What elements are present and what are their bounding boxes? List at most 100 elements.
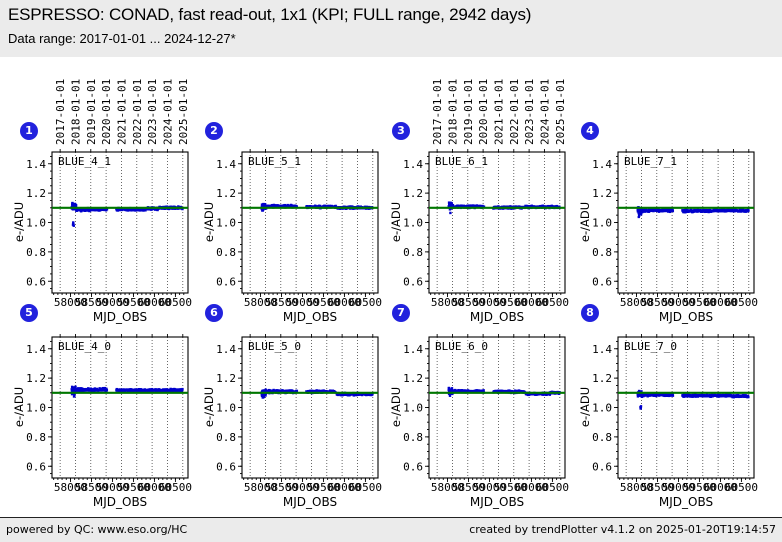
outlier-point [448,394,452,397]
outlier-point [639,407,642,410]
x-tick-label: 60500 [349,481,382,494]
x-tick-label: 60500 [159,481,192,494]
page-header: ESPRESSO: CONAD, fast read-out, 1x1 (KPI… [0,0,782,57]
page-footer: powered by QC: www.eso.org/HC created by… [0,517,782,542]
x-tick-label: 58500 [75,296,108,309]
subplot-6-xlabel: MJD_OBS [282,495,338,509]
x-tick-label: 58500 [265,481,298,494]
top-date-label: 2017-01-01 [54,79,67,145]
y-tick-label: 0.8 [216,431,236,444]
x-tick-label: 58500 [452,296,485,309]
x-tick-label: 58000 [54,296,87,309]
x-tick-label: 60500 [349,296,382,309]
subplot-1-xlabel: MJD_OBS [92,310,148,324]
y-tick-label: 0.8 [592,431,612,444]
y-tick-label: 1.2 [216,187,236,200]
y-tick-label: 0.8 [26,246,46,259]
y-tick-label: 1.0 [26,402,46,415]
y-tick-label: 1.0 [592,402,612,415]
y-tick-label: 1.4 [403,158,423,171]
axis-ticks [425,149,562,297]
outlier-point [637,215,640,219]
x-tick-label: 59000 [286,296,319,309]
axis-ticks [48,334,185,482]
footer-created-by: created by trendPlotter v4.1.2 on 2025-0… [469,523,776,536]
top-date-label: 2018-01-01 [446,79,459,145]
subplot-8-badge: 8 [581,304,599,322]
y-tick-label: 1.2 [26,372,46,385]
top-date-label: 2019-01-01 [462,79,475,145]
subplot-2-xlabel: MJD_OBS [282,310,338,324]
y-tick-label: 1.4 [26,158,46,171]
x-tick-label: 60000 [704,296,737,309]
y-tick-label: 1.0 [216,217,236,230]
x-tick-label: 58000 [620,481,653,494]
x-tick-label: 60000 [515,296,548,309]
outlier-point [262,395,265,398]
subplot-4-ylabel: e-/ADU [578,201,592,243]
y-tick-label: 0.8 [403,431,423,444]
outlier-point [449,211,452,215]
outlier-point [448,202,452,205]
top-date-label: 2020-01-01 [100,79,113,145]
y-tick-label: 0.6 [403,460,423,473]
x-tick-label: 60000 [328,296,361,309]
x-tick-label: 60500 [536,296,569,309]
x-tick-label: 59500 [307,296,340,309]
x-tick-label: 60000 [328,481,361,494]
top-date-label: 2021-01-01 [492,79,505,145]
x-tick-label: 60500 [725,481,758,494]
subplot-1-label: BLUE_4_1 [58,155,111,168]
subplot-3-xlabel: MJD_OBS [469,310,525,324]
y-tick-label: 1.4 [216,158,236,171]
subplot-1-ylabel: e-/ADU [12,201,26,243]
y-tick-label: 0.6 [592,275,612,288]
x-tick-label: 60000 [515,481,548,494]
outlier-point [72,221,75,224]
x-tick-label: 58500 [641,481,674,494]
x-tick-label: 59500 [683,481,716,494]
y-tick-label: 1.2 [403,187,423,200]
x-tick-label: 58500 [452,481,485,494]
axis-ticks [614,334,751,482]
subplot-7-badge: 7 [392,304,410,322]
x-tick-label: 58500 [265,296,298,309]
outlier-point [72,224,75,227]
y-tick-label: 1.4 [403,343,423,356]
subplot-7-xlabel: MJD_OBS [469,495,525,509]
outlier-point [262,208,265,211]
y-tick-label: 1.2 [403,372,423,385]
subplot-8-xlabel: MJD_OBS [658,495,714,509]
x-tick-label: 58000 [431,296,464,309]
y-tick-label: 1.2 [592,372,612,385]
x-tick-label: 58000 [244,481,277,494]
top-date-label: 2025-01-01 [177,79,190,145]
y-tick-label: 1.4 [592,158,612,171]
page-title: ESPRESSO: CONAD, fast read-out, 1x1 (KPI… [8,5,532,24]
y-tick-label: 1.4 [216,343,236,356]
top-date-label: 2023-01-01 [523,79,536,145]
subplot-3-ylabel: e-/ADU [389,201,403,243]
y-tick-label: 0.8 [403,246,423,259]
y-tick-label: 1.4 [26,343,46,356]
data-points [70,201,184,227]
top-date-label: 2025-01-01 [554,79,567,145]
axis-ticks [48,149,185,297]
x-tick-label: 58000 [431,481,464,494]
y-tick-label: 0.6 [26,460,46,473]
y-tick-label: 0.8 [216,246,236,259]
top-date-label: 2022-01-01 [131,79,144,145]
y-tick-label: 0.6 [592,460,612,473]
y-tick-label: 1.0 [403,402,423,415]
y-tick-label: 1.0 [26,217,46,230]
subplot-7-label: BLUE_6_0 [435,340,488,353]
top-date-label: 2019-01-01 [85,79,98,145]
x-tick-label: 59000 [473,481,506,494]
y-tick-label: 0.8 [592,246,612,259]
x-tick-label: 60000 [704,481,737,494]
y-tick-label: 1.0 [216,402,236,415]
